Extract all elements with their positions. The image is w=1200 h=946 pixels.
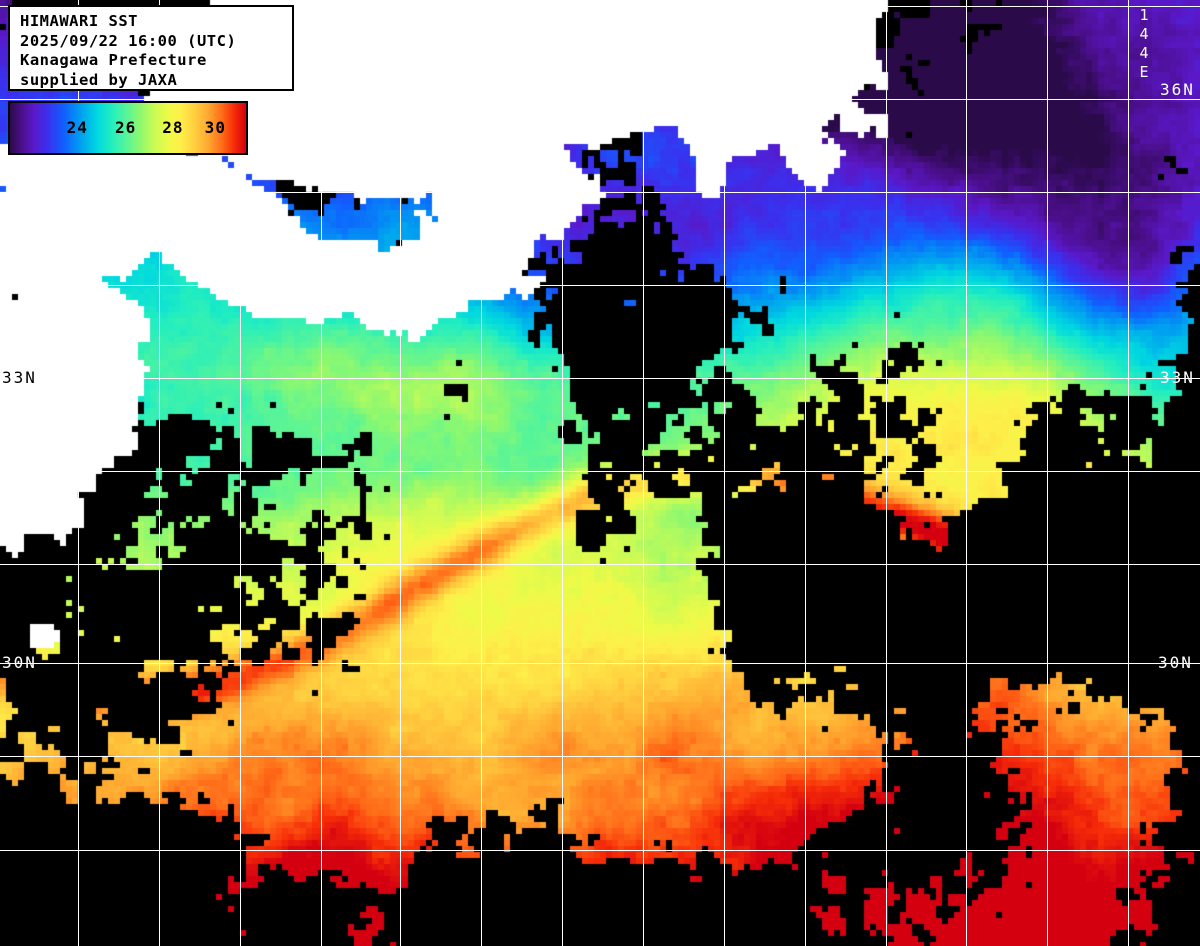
latitude-label-33N: 33N [1160,368,1195,387]
product-title-card: HIMAWARI SST 2025/09/22 16:00 (UTC) Kana… [8,5,294,91]
title-line-timestamp: 2025/09/22 16:00 (UTC) [20,31,237,50]
colorbar-tick-26: 26 [114,118,137,137]
longitude-label-144E: 144E [1135,6,1153,82]
title-line-region: Kanagawa Prefecture [20,51,207,69]
title-line-provider: supplied by JAXA [20,70,178,89]
longitude-label-136E: 136E [488,6,506,82]
latitude-label-33N: 33N [2,368,37,387]
colorbar-gradient [10,103,246,153]
latitude-label-30N: 30N [2,653,37,672]
latitude-label-36N: 36N [1160,80,1195,99]
latitude-label-30N: 30N [1158,653,1193,672]
title-line-product: HIMAWARI SST [20,12,138,30]
colorbar-tick-30: 30 [204,118,226,137]
colorbar-tick-24: 24 [66,118,88,137]
colorbar-tick-28: 28 [162,118,184,137]
sst-colorbar: 24 26 28 30 [8,101,248,155]
